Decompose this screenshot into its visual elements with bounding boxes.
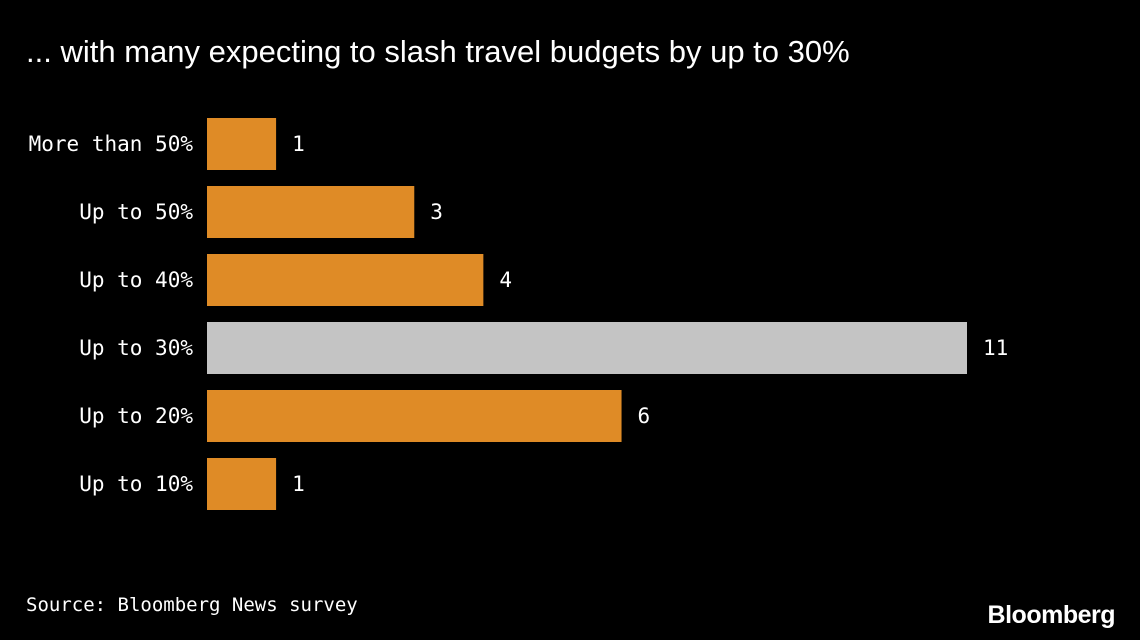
category-label-up-to-50: Up to 50%: [79, 200, 193, 224]
value-label-up-to-50: 3: [430, 200, 443, 224]
value-label-more-than-50: 1: [292, 132, 305, 156]
value-label-up-to-20: 6: [638, 404, 651, 428]
bar-up-to-40: [207, 254, 484, 306]
category-label-more-than-50: More than 50%: [29, 132, 194, 156]
category-label-up-to-10: Up to 10%: [79, 472, 193, 496]
value-label-up-to-10: 1: [292, 472, 305, 496]
category-label-up-to-40: Up to 40%: [79, 268, 193, 292]
bloomberg-logo: Bloomberg: [987, 601, 1116, 629]
chart-title: ... with many expecting to slash travel …: [26, 34, 850, 69]
bar-up-to-30: [207, 322, 967, 374]
bar-more-than-50: [207, 118, 277, 170]
value-label-up-to-40: 4: [499, 268, 512, 292]
category-label-up-to-20: Up to 20%: [79, 404, 193, 428]
category-label-up-to-30: Up to 30%: [79, 336, 193, 360]
source-note: Source: Bloomberg News survey: [26, 594, 358, 616]
value-label-up-to-30: 11: [983, 336, 1008, 360]
bar-up-to-10: [207, 458, 277, 510]
bar-up-to-50: [207, 186, 415, 238]
bar-up-to-20: [207, 390, 622, 442]
bar-chart: More than 50% 1 Up to 50% 3 Up to 40% 4 Up to …: [29, 118, 1008, 510]
